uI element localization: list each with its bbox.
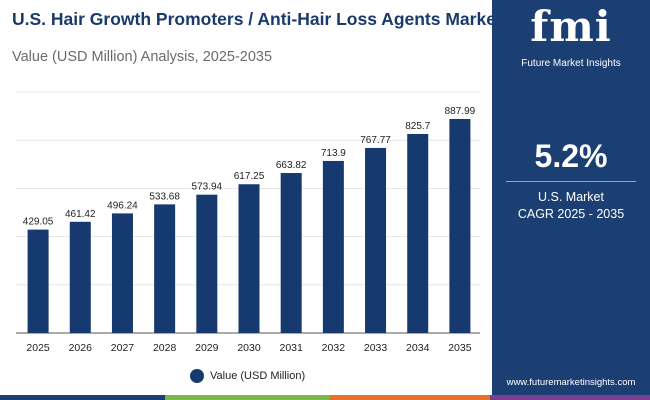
data-label-2033: 767.77 xyxy=(360,135,391,146)
x-tick-label-2034: 2034 xyxy=(406,342,430,354)
x-tick-label-2035: 2035 xyxy=(448,342,472,354)
x-tick-label-2025: 2025 xyxy=(26,342,50,354)
bars xyxy=(27,118,471,333)
bar-2032 xyxy=(322,160,344,333)
data-label-2034: 825.7 xyxy=(405,121,430,132)
x-tick-label-2029: 2029 xyxy=(195,342,219,354)
chart-subtitle: Value (USD Million) Analysis, 2025-2035 xyxy=(12,49,273,65)
x-tick-label-2028: 2028 xyxy=(153,342,177,354)
bar-2027 xyxy=(111,213,133,333)
x-tick-label-2032: 2032 xyxy=(322,342,346,354)
bar-2029 xyxy=(196,194,218,333)
bar-2035 xyxy=(449,118,471,333)
bar-2030 xyxy=(238,184,260,333)
bar-2031 xyxy=(280,173,302,333)
data-label-2027: 496.24 xyxy=(107,200,138,211)
cagr-divider xyxy=(506,181,636,182)
data-label-2028: 533.68 xyxy=(149,191,180,202)
data-label-2029: 573.94 xyxy=(192,182,223,193)
legend-label: Value (USD Million) xyxy=(210,370,306,382)
x-tick-labels: 2025 2026 2027 2028 2029 2030 2031 2032 2033 2034… xyxy=(26,342,471,354)
data-label-2032: 713.9 xyxy=(321,148,346,159)
x-tick-label-2030: 2030 xyxy=(237,342,261,354)
bar-2028 xyxy=(154,204,176,333)
logo-subtitle: Future Market Insights xyxy=(521,58,621,69)
bar-2034 xyxy=(407,134,429,333)
strip-segment-blue xyxy=(0,395,165,400)
strip-segment-orange xyxy=(330,395,490,400)
logo-wordmark: fmi xyxy=(530,2,612,51)
strip-segment-green xyxy=(165,395,330,400)
legend: Value (USD Million) xyxy=(190,369,305,383)
company-logo: fmi Future Market Insights xyxy=(492,0,650,78)
cagr-market-label: U.S. Market xyxy=(538,190,604,204)
bottom-color-strip xyxy=(0,395,650,400)
bar-2033 xyxy=(365,147,387,333)
legend-marker xyxy=(190,369,204,383)
website-link[interactable]: www.futuremarketinsights.com xyxy=(506,377,636,388)
cagr-value: 5.2% xyxy=(534,138,608,174)
bar-2026 xyxy=(69,221,91,333)
chart-title: U.S. Hair Growth Promoters / Anti-Hair L… xyxy=(12,9,502,29)
x-tick-label-2031: 2031 xyxy=(280,342,304,354)
cagr-period-label: CAGR 2025 - 2035 xyxy=(517,207,625,221)
data-label-2031: 663.82 xyxy=(276,160,307,171)
x-tick-label-2027: 2027 xyxy=(111,342,135,354)
data-label-2026: 461.42 xyxy=(65,209,96,220)
bar-chart: 429.05 461.42 496.24 533.68 573.94 617.25 663.… xyxy=(16,91,480,354)
x-tick-label-2026: 2026 xyxy=(69,342,93,354)
side-panel: fmi Future Market Insights 5.2% U.S. Mar… xyxy=(492,0,650,400)
data-labels: 429.05 461.42 496.24 533.68 573.94 617.25 663.… xyxy=(23,106,476,228)
data-label-2030: 617.25 xyxy=(234,171,265,182)
x-tick-label-2033: 2033 xyxy=(364,342,388,354)
data-label-2025: 429.05 xyxy=(23,217,54,228)
strip-segment-purple xyxy=(490,395,650,400)
bar-2025 xyxy=(27,229,49,333)
data-label-2035: 887.99 xyxy=(445,106,476,117)
